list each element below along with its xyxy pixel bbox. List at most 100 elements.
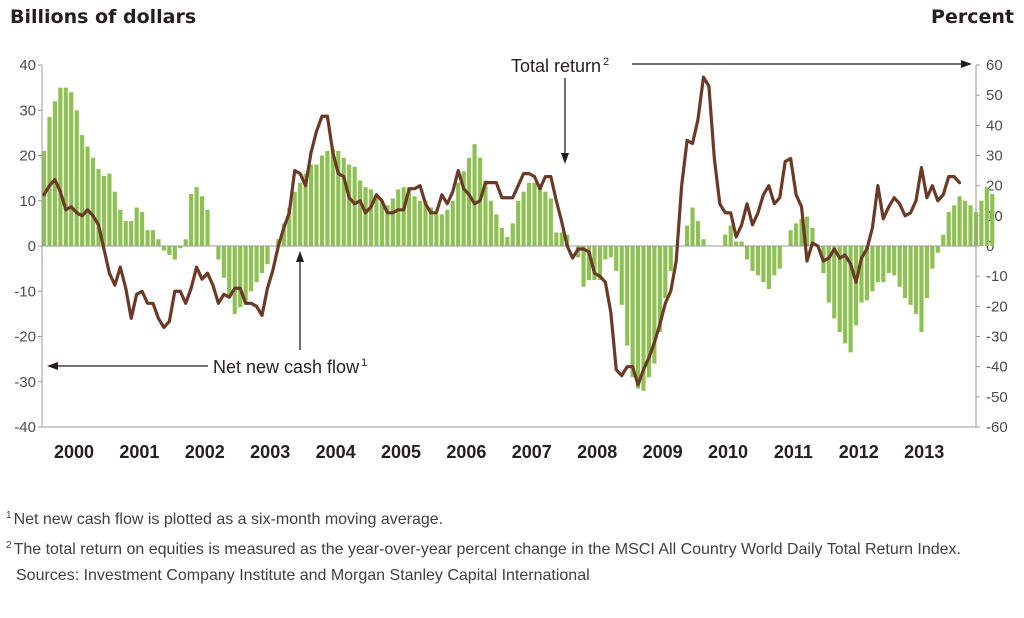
chart: -40 -30 -20 -10 0 10 20 30 40 -60 -50 -40 -30 -20 -10… [14,56,1008,462]
cash-flow-bar [134,207,139,246]
cash-flow-bar [505,236,510,246]
net-new-cash-flow-annotation: Net new cash flow 1 [47,251,367,377]
cash-flow-bar [205,209,210,246]
cash-flow-bar [374,196,379,246]
cash-flow-bar [750,246,755,271]
right-axis-ticks: -60-50-40-30-20-100102030405060 [976,57,1008,436]
cash-flow-bar [695,221,701,246]
left-axis-title: Billions of dollars [10,6,197,28]
cash-flow-bar [755,246,761,276]
cash-flow-bar [548,198,553,246]
cash-flow-bar [423,200,428,246]
right-tick-label: 40 [986,117,1003,134]
cash-flow-bar [123,221,128,246]
cash-flow-bar [118,209,123,246]
cash-flow-bar [390,198,395,246]
cash-flow-bar [968,205,973,246]
cash-flow-bar [41,150,47,246]
cash-flow-bar [254,246,259,283]
cash-flow-bar [428,207,434,246]
cash-flow-bar [69,92,74,247]
cash-flow-bar [358,180,363,246]
cash-flow-bar [330,148,335,246]
cash-flow-bar [979,200,984,246]
cash-flow-bar [178,246,183,249]
cash-flow-bar [690,207,695,246]
cash-flow-bar [832,246,837,319]
cash-flow-bar [859,246,864,303]
right-axis-title: Percent [931,6,1014,28]
cash-flow-bar [935,246,940,253]
cash-flow-bar [221,246,226,278]
cash-flow-bar [467,157,472,246]
left-tick-label: 10 [19,193,36,210]
total-return-line [42,75,962,387]
cash-flow-bar [952,205,957,246]
year-label: 2002 [185,442,225,462]
cash-flow-bar [494,214,499,246]
arrowhead-left [47,362,58,370]
cash-flow-bar [189,193,194,246]
year-label: 2000 [54,442,94,462]
left-axis-ticks: -40 -30 -20 -10 0 10 20 30 40 [14,57,42,436]
cash-flow-bar [90,157,96,246]
cash-flow-bar [875,246,880,283]
cash-flow-bar [864,246,870,301]
cash-flow-bar [194,187,199,246]
cash-flow-bar [521,191,526,246]
year-label: 2012 [839,442,879,462]
cash-flow-bar [227,246,232,296]
cash-flow-bar [723,234,728,246]
cash-flow-bar [439,214,444,246]
right-tick-label: 30 [986,148,1003,165]
cash-flow-bar [445,209,450,246]
cash-flow-bar [412,196,417,246]
cash-flow-bar [788,230,793,246]
cash-flow-bar [990,193,995,246]
cash-flow-bar [140,212,145,246]
footnotes: 1 Net new cash flow is plotted as a six-m… [6,505,1016,587]
cash-flow-bar [701,239,706,246]
cash-flow-bar [401,187,406,246]
year-label: 2005 [381,442,421,462]
cash-flow-bar [379,200,384,246]
cash-flow-bar [314,164,319,246]
footnote-1: 1 Net new cash flow is plotted as a six-m… [6,510,444,528]
cash-flow-bar [161,246,166,251]
year-label: 2004 [316,442,356,462]
cash-flow-bar [652,246,657,364]
cash-flow-bar [156,239,161,246]
cash-flow-bar [913,246,919,314]
cash-flow-bar [962,200,968,246]
right-tick-label: -20 [986,298,1008,315]
cash-flow-bar [336,150,341,246]
cash-flow-bar [739,241,744,246]
cash-flow-bar [744,246,750,260]
cash-flow-bar [516,200,521,246]
cash-flow-bar [96,169,101,246]
cash-flow-bar [635,246,641,389]
cash-flow-bar [396,189,401,246]
cash-flow-bar [919,246,924,332]
cash-flow-bar [63,87,68,247]
year-label: 2011 [774,442,813,462]
cash-flow-bar [761,246,766,283]
cash-flow-bar [892,246,897,276]
cash-flow-bar [456,182,461,246]
cash-flow-bar [107,173,112,246]
cash-flow-bar [510,223,515,247]
cash-flow-bar [946,212,951,246]
cash-flow-bar [772,246,777,276]
cash-flow-bar [368,189,374,246]
cash-flow-bar [881,246,886,283]
cash-flow-bar [543,191,548,246]
cash-flow-bar [930,246,935,269]
left-tick-label: 30 [19,102,36,119]
left-tick-label: 20 [19,148,36,165]
cash-flow-bar [685,225,690,246]
cash-flow-bar [385,205,390,246]
cash-flow-bar [581,246,586,287]
x-axis-year-labels: 2000 2001 2002 2003 2004 2005 2006 2007 2008 2009… [54,442,944,462]
cash-flow-bar [101,175,107,246]
cash-flow-bar [766,246,771,289]
